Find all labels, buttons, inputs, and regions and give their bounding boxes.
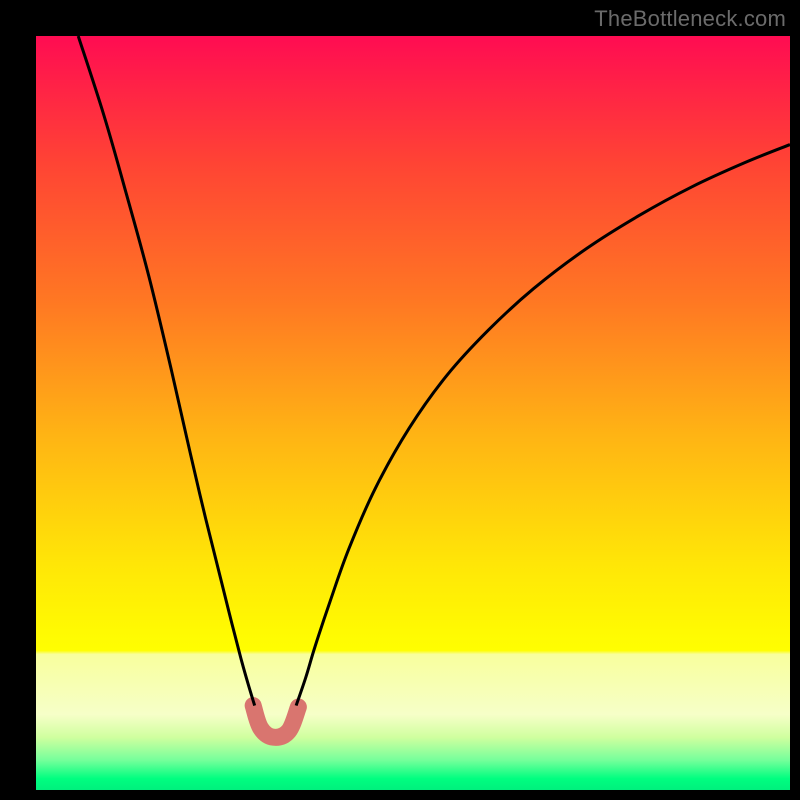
chart-area	[36, 36, 790, 790]
chart-background	[36, 36, 790, 790]
chart-svg	[36, 36, 790, 790]
watermark-text: TheBottleneck.com	[594, 6, 786, 32]
